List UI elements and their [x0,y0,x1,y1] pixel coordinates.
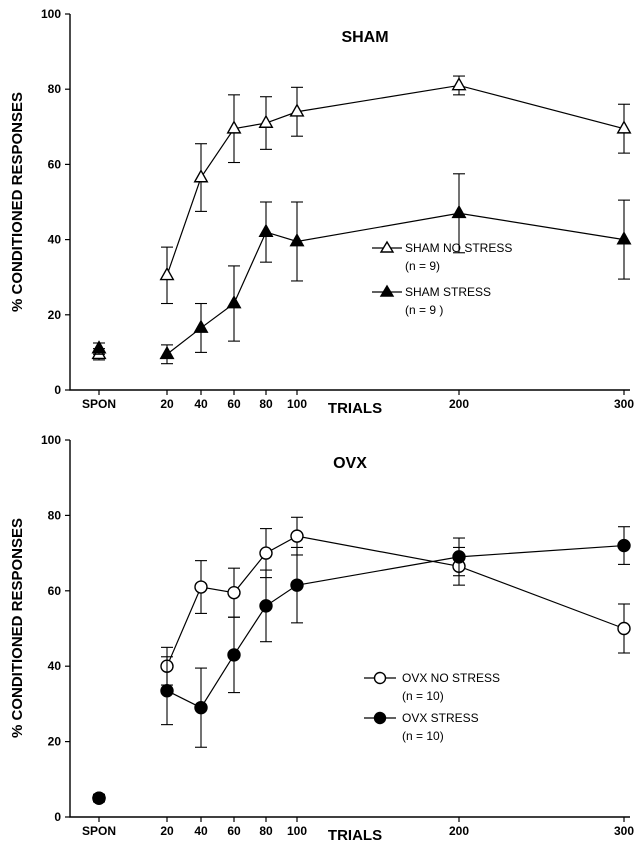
series-ovx-stress-point [617,538,631,553]
y-tick-label: 20 [48,735,62,749]
panel-sham-axes [69,14,630,391]
series-sham-no-stress-point [193,169,209,183]
series-ovx-no-stress-line [166,535,625,667]
panel-ovx-y-label: % CONDITIONED RESPONSES [9,518,26,738]
series-sham-no-stress-point [616,120,632,134]
legend-ovx-no-stress-marker [373,671,387,685]
series-ovx-stress-spon-point [92,791,106,805]
series-ovx-no-stress-point [617,621,631,636]
series-ovx-no-stress-point [259,546,273,560]
legend-sham-stress-n: (n = 9 ) [405,303,443,317]
legend-ovx-no-stress-n: (n = 10) [402,689,444,703]
series-ovx-no-stress-point [227,585,241,600]
legend-sham-no-stress-label: SHAM NO STRESS [405,241,512,255]
y-tick-label: 100 [41,433,61,447]
y-tick-label: 100 [41,7,61,21]
x-tick-label: 200 [449,824,469,838]
panel-ovx-series [92,516,631,805]
series-ovx-stress-point [194,700,208,715]
series-sham-stress-point [193,319,209,333]
legend-ovx-no-stress-label: OVX NO STRESS [402,671,500,685]
panel-ovx-title: OVX [333,455,367,472]
legend-ovx-stress-n: (n = 10) [402,729,444,743]
series-ovx-stress-line [166,544,625,709]
panel-ovx: OVX % CONDITIONED RESPONSES TRIALS 0 20 40… [9,433,634,844]
y-tick-label: 20 [48,308,62,322]
series-ovx-stress-point [259,599,273,613]
legend-sham-no-stress-marker [379,240,395,253]
series-sham-stress-point [451,204,467,219]
series-sham-stress-point [616,231,632,245]
panel-sham-y-label: % CONDITIONED RESPONSES [9,92,26,312]
series-ovx-no-stress-point [290,529,304,543]
x-tick-label: 100 [287,397,307,411]
panel-ovx-y-ticks: 0 20 40 60 80 100 [41,433,70,824]
x-tick-label: SPON [82,824,116,838]
x-tick-label: 20 [160,397,174,411]
series-sham-no-stress-point [451,77,467,91]
legend-sham-stress-label: SHAM STRESS [405,285,491,299]
series-ovx-no-stress-point [194,580,208,594]
series-sham-no-stress-point [289,103,305,117]
x-tick-label: 80 [259,397,273,411]
series-ovx-stress-point [452,550,466,564]
x-tick-label: 200 [449,397,469,411]
y-tick-label: 60 [48,157,62,171]
panel-ovx-legend: OVX NO STRESS (n = 10) OVX STRESS (n = 1… [364,671,500,743]
series-ovx-stress-point [227,648,241,662]
series-sham-no-stress-line [166,84,625,276]
y-tick-label: 40 [48,659,62,673]
x-tick-label: 40 [194,397,208,411]
legend-ovx-stress-marker [373,711,387,725]
panel-sham-series [91,75,632,365]
panel-sham-x-ticks: SPON 20 40 60 80 100 200 300 [82,390,634,411]
series-sham-stress-spon-point [91,340,107,354]
y-tick-label: 60 [48,584,62,598]
series-sham-no-stress-point [159,266,175,281]
series-sham-no-stress-point [226,120,242,134]
y-tick-label: 40 [48,233,62,247]
series-sham-stress-point [159,345,175,360]
series-sham-stress [91,173,632,365]
panel-sham: SHAM % CONDITIONED RESPONSES TRIALS 0 20 4… [9,7,634,417]
legend-ovx-stress-label: OVX STRESS [402,711,479,725]
panel-ovx-x-ticks: SPON 20 40 60 80 100 200 300 [82,817,634,838]
y-tick-label: 0 [54,810,61,824]
series-ovx-stress [92,526,631,805]
y-tick-label: 80 [48,82,62,96]
x-tick-label: 80 [259,824,273,838]
series-ovx-stress-point [160,684,174,698]
series-sham-stress-point [289,233,305,247]
series-ovx-stress-point [290,578,304,592]
panel-sham-legend: SHAM NO STRESS (n = 9) SHAM STRESS (n = … [372,240,512,317]
x-tick-label: 300 [614,824,634,838]
x-tick-label: SPON [82,397,116,411]
panel-sham-x-label: TRIALS [328,400,382,417]
x-tick-label: 60 [227,824,241,838]
panel-ovx-x-label: TRIALS [328,827,382,844]
y-tick-label: 0 [54,383,61,397]
legend-sham-stress-marker [379,284,395,297]
x-tick-label: 40 [194,824,208,838]
x-tick-label: 20 [160,824,174,838]
series-ovx-no-stress [92,516,631,805]
series-sham-no-stress-point [258,114,274,128]
legend-sham-no-stress-n: (n = 9) [405,259,440,273]
panel-sham-title: SHAM [341,29,388,46]
x-tick-label: 60 [227,397,241,411]
panel-sham-y-ticks: 0 20 40 60 80 100 [41,7,70,397]
series-sham-stress-point [226,295,242,309]
series-sham-no-stress [91,75,632,361]
panel-ovx-axes [69,440,630,818]
series-sham-stress-point [258,223,274,237]
y-tick-label: 80 [48,508,62,522]
series-sham-stress-line [166,212,625,355]
x-tick-label: 100 [287,824,307,838]
x-tick-label: 300 [614,397,634,411]
